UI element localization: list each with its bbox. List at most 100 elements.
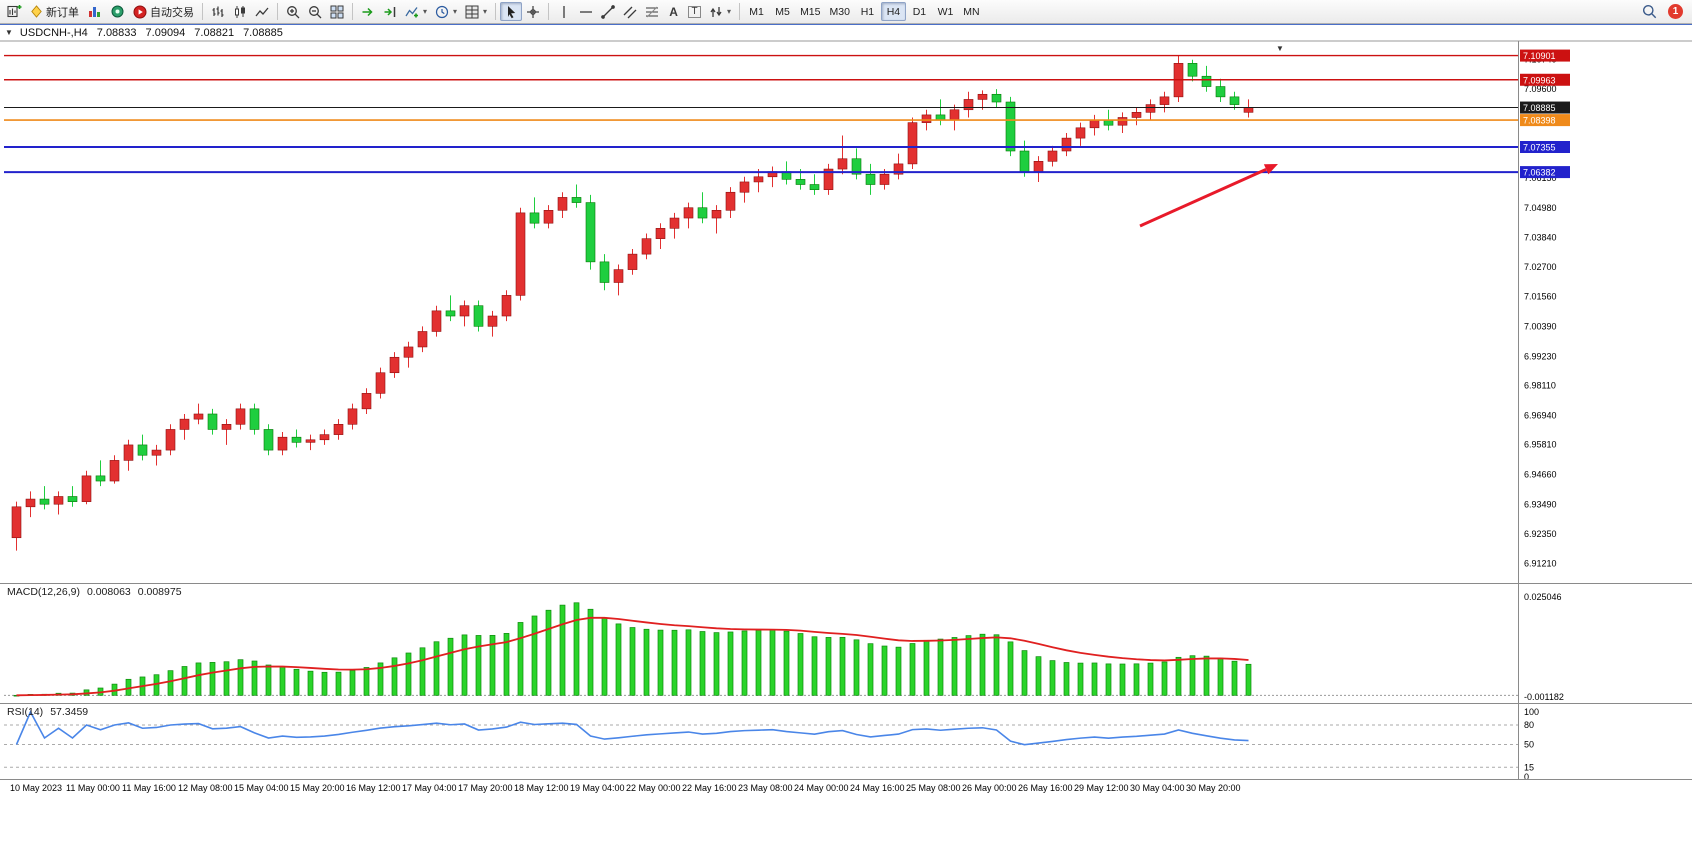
profiles-button[interactable] bbox=[83, 2, 106, 21]
chart-shift-button[interactable] bbox=[379, 2, 401, 21]
candle-body bbox=[165, 429, 176, 451]
macd-histogram-bar bbox=[657, 629, 664, 696]
templates-button[interactable]: ▾ bbox=[461, 2, 491, 21]
candle-body bbox=[25, 498, 36, 508]
candle-body bbox=[291, 436, 302, 443]
price-label-box-text: 7.08398 bbox=[1523, 116, 1556, 126]
time-axis-label: 24 May 16:00 bbox=[850, 783, 905, 793]
equidistant-channel-button[interactable] bbox=[619, 2, 641, 21]
macd-histogram-bar bbox=[321, 671, 328, 696]
macd-label: MACD(12,26,9) 0.008063 0.008975 bbox=[7, 586, 182, 598]
timeframe-d1-button[interactable]: D1 bbox=[907, 2, 932, 21]
chart-menu-icon[interactable]: ▼ bbox=[5, 28, 13, 37]
candle-body bbox=[81, 475, 92, 502]
candle-body bbox=[53, 496, 64, 505]
notification-count: 1 bbox=[1672, 6, 1679, 17]
arrow-annotation[interactable] bbox=[1139, 164, 1278, 228]
timeframe-w1-button[interactable]: W1 bbox=[933, 2, 958, 21]
macd-histogram-bar bbox=[531, 615, 538, 696]
market-watch-icon bbox=[111, 5, 124, 18]
rsi-name: RSI(14) bbox=[7, 706, 44, 718]
zoom-in-button[interactable] bbox=[282, 2, 304, 21]
price-axis-label: 7.02700 bbox=[1524, 262, 1557, 272]
candle-body bbox=[305, 439, 316, 443]
notifications-badge[interactable]: 1 bbox=[1668, 4, 1683, 19]
dropdown-caret-icon: ▾ bbox=[483, 6, 488, 16]
price-axis[interactable]: 7.107407.096007.061507.049807.038407.027… bbox=[1520, 49, 1570, 569]
macd-histogram-bar bbox=[629, 627, 636, 696]
tile-windows-button[interactable] bbox=[326, 2, 348, 21]
rsi-panel: 100 80 50 150 bbox=[4, 707, 1539, 782]
macd-histogram-bar bbox=[1063, 662, 1070, 696]
fibonacci-button[interactable] bbox=[641, 2, 663, 21]
auto-scroll-button[interactable] bbox=[357, 2, 379, 21]
macd-histogram-bar bbox=[1161, 661, 1168, 696]
candle-body bbox=[403, 346, 414, 358]
macd-histogram-bar bbox=[741, 630, 748, 696]
timeframe-mn-button[interactable]: MN bbox=[959, 2, 984, 21]
rsi-axis-label: 80 bbox=[1524, 720, 1534, 730]
arrows-button[interactable]: ▾ bbox=[705, 2, 735, 21]
candle-body bbox=[725, 191, 736, 211]
macd-histogram-bar bbox=[713, 632, 720, 696]
toolbar-separator bbox=[277, 3, 278, 20]
dropdown-caret-icon: ▾ bbox=[453, 6, 458, 16]
macd-histogram-bar bbox=[1203, 655, 1210, 696]
search-button[interactable] bbox=[1638, 2, 1661, 21]
new-chart-button[interactable] bbox=[3, 2, 26, 21]
autotrading-label: 自动交易 bbox=[150, 6, 194, 19]
market-watch-button[interactable] bbox=[106, 2, 129, 21]
candle-body bbox=[67, 496, 78, 502]
rsi-value: 57.3459 bbox=[50, 706, 89, 718]
candle-body bbox=[1131, 112, 1142, 118]
text-label-button[interactable]: T bbox=[684, 2, 705, 21]
macd-histogram-bar bbox=[1231, 660, 1238, 696]
level-lines bbox=[4, 54, 1518, 174]
macd-histogram-bar bbox=[601, 617, 608, 696]
candle-body bbox=[753, 176, 764, 183]
zoom-out-icon bbox=[309, 5, 322, 18]
horizontal-line-button[interactable] bbox=[575, 2, 597, 21]
timeframe-m15-button[interactable]: M15 bbox=[796, 2, 824, 21]
macd-histogram-bar bbox=[1175, 656, 1182, 696]
autotrading-button[interactable]: 自动交易 bbox=[129, 2, 198, 21]
timeframe-m30-button[interactable]: M30 bbox=[826, 2, 854, 21]
macd-histogram-bar bbox=[405, 652, 412, 696]
price-axis-label: 7.09600 bbox=[1524, 84, 1557, 94]
chart-canvas[interactable]: 0.025046-0.00118210080501507.107407.0960… bbox=[0, 40, 1692, 802]
zoom-out-button[interactable] bbox=[304, 2, 326, 21]
candle-body bbox=[823, 168, 834, 190]
candlestick-chart-button[interactable] bbox=[229, 2, 251, 21]
macd-histogram-bar bbox=[461, 634, 468, 696]
candle-body bbox=[697, 207, 708, 219]
candle-body bbox=[893, 163, 904, 175]
crosshair-button[interactable] bbox=[522, 2, 544, 21]
macd-histogram-bar bbox=[895, 646, 902, 696]
timeframe-m5-button[interactable]: M5 bbox=[770, 2, 795, 21]
cursor-button[interactable] bbox=[500, 2, 523, 21]
line-chart-button[interactable] bbox=[251, 2, 273, 21]
periods-button[interactable]: ▾ bbox=[431, 2, 461, 21]
macd-histogram-bar bbox=[727, 631, 734, 696]
text-button[interactable]: A bbox=[663, 2, 684, 21]
candle-body bbox=[1047, 150, 1058, 162]
candle-body bbox=[585, 202, 596, 263]
macd-histogram-bar bbox=[503, 633, 510, 696]
macd-histogram-bar bbox=[671, 629, 678, 696]
candle-body bbox=[529, 212, 540, 224]
trendline-button[interactable] bbox=[597, 2, 619, 21]
timeframe-h1-button[interactable]: H1 bbox=[855, 2, 880, 21]
time-axis[interactable]: 10 May 2023 11 May 00:00 11 May 16:00 12 Ma… bbox=[10, 783, 1241, 793]
timeframe-h4-button[interactable]: H4 bbox=[880, 2, 906, 21]
candle-body bbox=[207, 413, 218, 430]
price-label-box-text: 7.07355 bbox=[1523, 143, 1556, 153]
candle-body bbox=[851, 158, 862, 175]
candle-body bbox=[1215, 86, 1226, 98]
new-order-button[interactable]: 新订单 bbox=[26, 2, 83, 21]
indicators-button[interactable]: ▾ bbox=[401, 2, 431, 21]
vertical-line-button[interactable] bbox=[553, 2, 575, 21]
candle-body bbox=[1033, 161, 1044, 172]
timeframe-toolbar: M1 M5 M15 M30 H1 H4 D1 W1 MN bbox=[744, 2, 984, 21]
bars-chart-button[interactable] bbox=[207, 2, 229, 21]
timeframe-m1-button[interactable]: M1 bbox=[744, 2, 769, 21]
